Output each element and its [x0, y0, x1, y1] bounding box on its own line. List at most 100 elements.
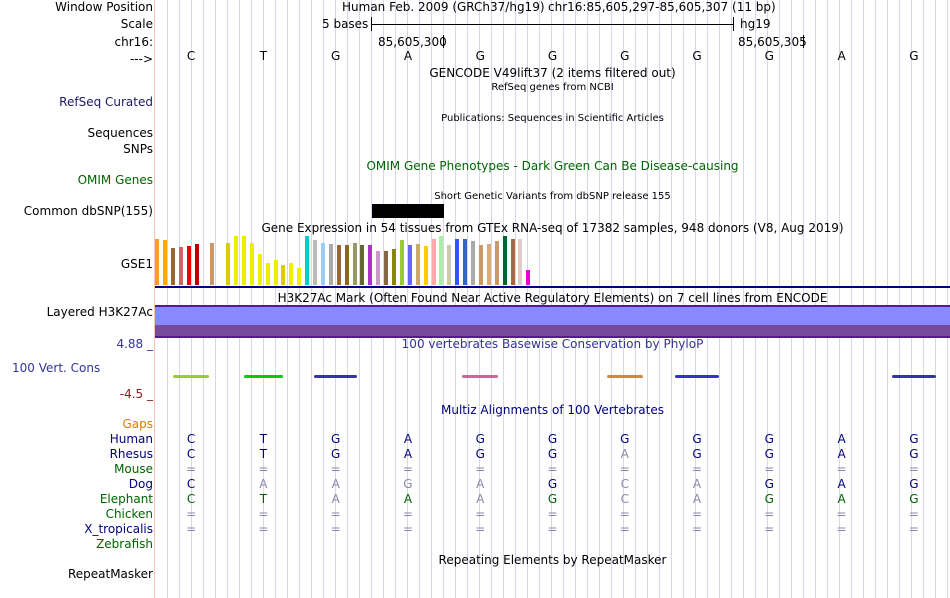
gtex-tissue-bar[interactable]	[455, 239, 460, 285]
species-label[interactable]: Elephant	[99, 492, 153, 506]
alignment-base: =	[402, 462, 413, 476]
dbsnp-track-title[interactable]: Short Genetic Variants from dbSNP releas…	[434, 191, 671, 202]
gtex-tissue-bar[interactable]	[313, 240, 317, 285]
reference-base: A	[837, 49, 846, 63]
gtex-tissue-bar[interactable]	[463, 239, 468, 285]
species-label[interactable]: Mouse	[114, 462, 153, 476]
alignment-base: =	[619, 507, 630, 521]
sequences-track-label[interactable]: Sequences	[87, 126, 153, 140]
alignment-base: =	[330, 462, 341, 476]
gtex-tissue-bar[interactable]	[431, 239, 436, 285]
gtex-tissue-bar[interactable]	[328, 244, 333, 285]
gtex-tissue-bar[interactable]	[352, 243, 357, 285]
gtex-tissue-bar[interactable]	[178, 247, 183, 285]
refseq-track-label[interactable]: RefSeq Curated	[59, 95, 153, 109]
gtex-tissue-bar[interactable]	[415, 244, 420, 285]
repeatmasker-track-title[interactable]: Repeating Elements by RepeatMasker	[438, 553, 667, 567]
multiz-track-title[interactable]: Multiz Alignments of 100 Vertebrates	[440, 403, 665, 417]
species-label[interactable]: X_tropicalis	[84, 522, 153, 536]
guideline	[563, 0, 564, 598]
gtex-track-title[interactable]: Gene Expression in 54 tissues from GTEx …	[261, 221, 844, 235]
gtex-tissue-bar[interactable]	[392, 249, 396, 285]
repeatmasker-track-label[interactable]: RepeatMasker	[67, 567, 153, 581]
alignment-base: G	[692, 447, 702, 461]
gtex-tissue-bar[interactable]	[234, 236, 238, 285]
species-label[interactable]: Human	[109, 432, 153, 446]
gtex-tissue-bar[interactable]	[423, 246, 428, 285]
h3k27ac-signal[interactable]	[155, 305, 950, 338]
species-label[interactable]: Zebrafish	[96, 537, 153, 551]
species-label[interactable]: Rhesus	[109, 447, 153, 461]
gtex-tissue-bar[interactable]	[510, 239, 515, 285]
strand-toggle[interactable]: --->	[129, 52, 153, 66]
h3k27ac-track-title[interactable]: H3K27Ac Mark (Often Found Near Active Re…	[277, 291, 828, 305]
gtex-tissue-bar[interactable]	[518, 239, 523, 285]
gtex-tissue-bar[interactable]	[336, 245, 341, 285]
gtex-tissue-bar[interactable]	[399, 240, 404, 285]
gtex-tissue-bar[interactable]	[368, 245, 373, 285]
gtex-tissue-bar[interactable]	[281, 265, 286, 285]
gtex-tissue-bar[interactable]	[384, 251, 389, 285]
dbsnp-track-label[interactable]: Common dbSNP(155)	[23, 204, 153, 218]
gtex-tissue-bar[interactable]	[186, 246, 191, 285]
guideline	[815, 0, 816, 598]
position-readout: chr16:85,605,297-85,605,307 (11 bp)	[548, 0, 776, 14]
gtex-tissue-bar[interactable]	[376, 251, 381, 285]
omim-track-label[interactable]: OMIM Genes	[77, 173, 153, 187]
gaps-track-label[interactable]: Gaps	[122, 417, 153, 431]
gtex-tissue-bar[interactable]	[360, 245, 365, 285]
gtex-tissue-bar[interactable]	[210, 243, 215, 285]
gtex-tissue-bar[interactable]	[289, 263, 294, 285]
gtex-tissue-bar[interactable]	[320, 243, 325, 285]
alignment-base: =	[547, 507, 558, 521]
alignment-base: A	[331, 477, 340, 491]
phylop-track-title[interactable]: 100 vertebrates Basewise Conservation by…	[401, 337, 704, 351]
gtex-tissue-bar[interactable]	[155, 239, 159, 285]
gtex-tissue-bar[interactable]	[265, 263, 270, 285]
gtex-tissue-bar[interactable]	[170, 248, 175, 285]
gtex-tissue-bar[interactable]	[439, 236, 444, 285]
gencode-track-title[interactable]: GENCODE V49lift37 (2 items filtered out)	[429, 66, 676, 80]
track-label-column: Window Position Scale chr16: ---> RefSeq…	[0, 0, 155, 598]
gtex-tissue-bar[interactable]	[471, 241, 475, 285]
phylop-max-label: 4.88 _	[116, 337, 153, 351]
alignment-base: =	[475, 462, 486, 476]
phylop-signal[interactable]	[155, 368, 950, 386]
gtex-tissue-bar[interactable]	[407, 245, 412, 285]
guideline	[947, 0, 948, 598]
gtex-tissue-bar[interactable]	[526, 270, 531, 285]
guideline-grid	[155, 0, 950, 598]
alignment-base: G	[764, 432, 774, 446]
gtex-tissue-bar[interactable]	[257, 254, 262, 285]
refseq-track-title[interactable]: RefSeq genes from NCBI	[491, 82, 614, 93]
vert-cons-track-label[interactable]: 100 Vert. Cons	[12, 361, 101, 375]
gtex-tissue-bar[interactable]	[502, 236, 507, 285]
species-label[interactable]: Chicken	[105, 507, 153, 521]
omim-track-title[interactable]: OMIM Gene Phenotypes - Dark Green Can Be…	[366, 159, 739, 173]
guideline	[887, 0, 888, 598]
guideline	[335, 0, 336, 598]
gtex-expression-chart[interactable]	[155, 236, 535, 285]
gtex-tissue-bar[interactable]	[305, 236, 310, 285]
gtex-tissue-bar[interactable]	[249, 243, 254, 285]
gtex-tissue-bar[interactable]	[494, 241, 499, 285]
gtex-tissue-bar[interactable]	[194, 244, 199, 285]
dbsnp-variant-feature[interactable]	[372, 204, 444, 218]
gse1-track-label[interactable]: GSE1	[120, 257, 153, 271]
alignment-base: G	[475, 447, 485, 461]
gtex-tissue-bar[interactable]	[344, 245, 349, 285]
gtex-tissue-bar[interactable]	[297, 268, 302, 285]
species-label[interactable]: Dog	[128, 477, 153, 491]
publications-track-title[interactable]: Publications: Sequences in Scientific Ar…	[441, 113, 664, 124]
gtex-tissue-bar[interactable]	[478, 245, 483, 285]
gtex-tissue-bar[interactable]	[241, 236, 246, 285]
h3k27ac-track-label[interactable]: Layered H3K27Ac	[46, 305, 153, 319]
gtex-tissue-bar[interactable]	[162, 240, 167, 285]
gtex-tissue-bar[interactable]	[226, 243, 231, 285]
guideline	[515, 0, 516, 598]
guideline	[587, 0, 588, 598]
gtex-tissue-bar[interactable]	[447, 245, 452, 285]
snps-track-label[interactable]: SNPs	[123, 142, 153, 156]
gtex-tissue-bar[interactable]	[273, 260, 278, 285]
gtex-tissue-bar[interactable]	[486, 244, 491, 285]
